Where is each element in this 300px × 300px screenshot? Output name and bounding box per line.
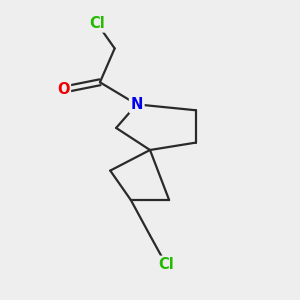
Text: N: N <box>130 97 143 112</box>
Text: O: O <box>57 82 69 97</box>
Text: Cl: Cl <box>158 257 174 272</box>
Text: Cl: Cl <box>89 16 105 31</box>
